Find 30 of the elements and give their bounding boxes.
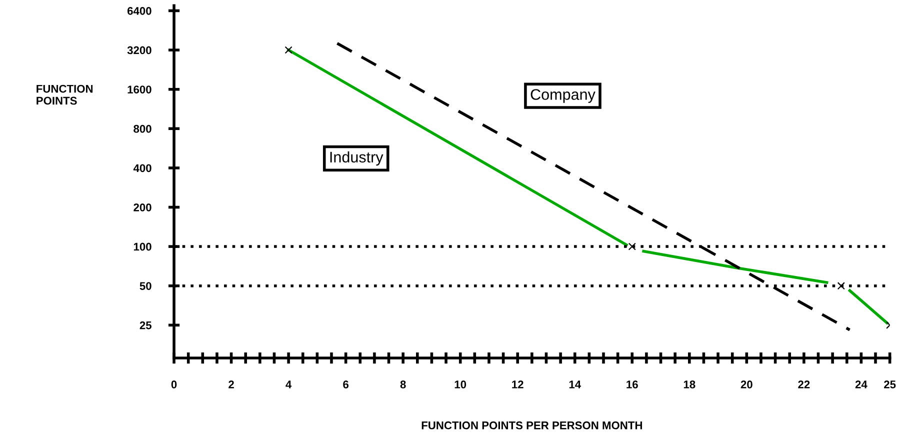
y-tick-label: 100 bbox=[134, 242, 152, 251]
y-tick-label: 50 bbox=[140, 282, 152, 290]
x-tick-label: 6 bbox=[343, 380, 348, 388]
y-tick-label: 1600 bbox=[128, 86, 152, 94]
y-tick-label: 200 bbox=[134, 204, 152, 212]
x-tick-label: 0 bbox=[171, 380, 177, 388]
point bbox=[284, 46, 292, 54]
x-tick-label: 8 bbox=[400, 380, 406, 388]
x-tick-label: 2 bbox=[228, 380, 234, 388]
x-tick-label: 10 bbox=[454, 380, 466, 388]
y-axis-title: FUNCTION POINTS bbox=[36, 84, 93, 105]
y-tick-label: 400 bbox=[133, 164, 152, 172]
x-tick-label: 16 bbox=[626, 380, 638, 388]
x-tick-label: 4 bbox=[286, 380, 292, 388]
x-tick-label: 18 bbox=[684, 380, 696, 388]
text: Company bbox=[530, 89, 596, 103]
y-tick-label: 25 bbox=[140, 321, 152, 330]
text: Industry bbox=[330, 151, 384, 166]
x-tick-label: 25 bbox=[884, 380, 896, 388]
point bbox=[837, 282, 845, 290]
x-tick-label: 24 bbox=[855, 380, 868, 388]
x-axis-title: FUNCTION POINTS PER PERSON MONTH bbox=[422, 421, 642, 430]
y-tick-label: 6400 bbox=[127, 7, 152, 15]
x-tick-label: 14 bbox=[569, 380, 581, 388]
y-tick-label: 3200 bbox=[127, 46, 152, 54]
x-tick-label: 20 bbox=[740, 380, 752, 388]
x-tick-label: 22 bbox=[798, 380, 810, 388]
y-tick-label: 800 bbox=[134, 124, 152, 133]
x-tick-label: 12 bbox=[512, 380, 524, 388]
point bbox=[628, 242, 636, 250]
